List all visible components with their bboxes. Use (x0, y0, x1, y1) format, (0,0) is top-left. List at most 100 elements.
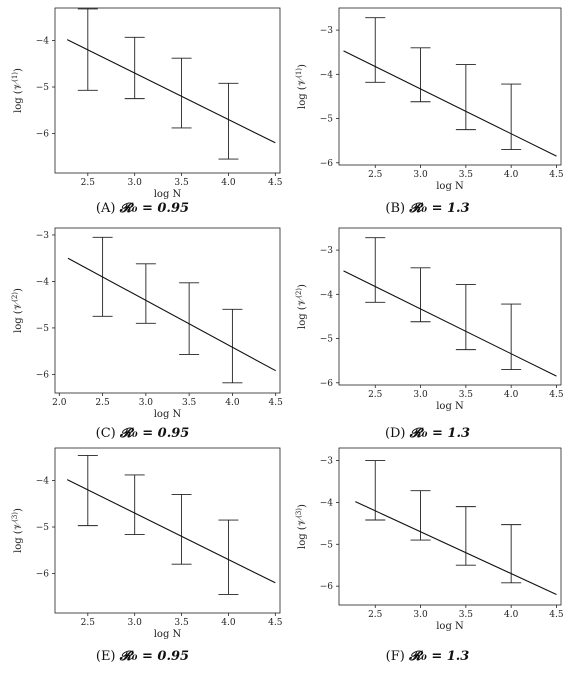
y-tick-label: −6 (320, 582, 334, 592)
fit-line (355, 501, 557, 596)
caption-equation: 𝓡₀ = 0.95 (119, 201, 190, 216)
caption-f: (F) 𝓡₀ = 1.3 (285, 649, 570, 664)
y-tick-label: −5 (320, 540, 334, 550)
x-tick-label: 2.5 (368, 610, 383, 620)
y-tick-label: −6 (36, 569, 50, 579)
chart-panel-a: 2.5 3.0 3.5 4.0 4.5 −4 −5 −6 log N log (𝒱(1)) (11, 7, 283, 200)
x-tick-label: 3.0 (139, 398, 154, 408)
x-tick-label: 4.0 (504, 390, 519, 400)
plot-frame (338, 447, 562, 606)
fit-line (66, 479, 276, 584)
caption-equation: 𝓡₀ = 0.95 (119, 649, 190, 664)
y-axis-label: log (𝒱(3)) (295, 504, 308, 549)
y-tick-label: −4 (36, 277, 50, 287)
error-bar (218, 519, 239, 595)
caption-label: (F) (385, 649, 405, 664)
error-bar (410, 267, 431, 323)
y-tick-label: −6 (36, 129, 50, 139)
x-tick-label: 4.5 (268, 618, 283, 628)
y-tick-label: −6 (320, 379, 334, 389)
chart-panel-d: 2.5 3.0 3.5 4.0 4.5 −3 −4 −5 −6 log N log (𝒱(2)) (295, 227, 564, 412)
y-axis-label: log (𝒱(1)) (295, 64, 308, 109)
error-bar (410, 490, 431, 541)
x-tick-label: 3.5 (182, 398, 197, 408)
x-tick-label: 3.5 (459, 610, 474, 620)
error-bar (365, 17, 386, 83)
plot-frame (338, 227, 562, 386)
caption-d: (D) 𝓡₀ = 1.3 (285, 426, 570, 441)
x-tick-label: 4.5 (549, 610, 564, 620)
caption-equation: 𝓡₀ = 1.3 (409, 426, 471, 441)
y-tick-label: −4 (36, 477, 50, 487)
x-axis-label: log N (154, 629, 182, 640)
x-tick-label: 4.0 (221, 618, 236, 628)
caption-equation: 𝓡₀ = 1.3 (409, 201, 470, 216)
error-bar (135, 263, 156, 324)
error-bar (171, 494, 192, 565)
y-axis-label: log (𝒱(2)) (11, 288, 24, 333)
chart-panel-e: 2.5 3.0 3.5 4.0 4.5 −4 −5 −6 log N log (𝒱(3)) (11, 447, 283, 640)
x-tick-label: 2.5 (81, 618, 96, 628)
y-tick-label: −4 (320, 498, 334, 508)
x-tick-label: 4.5 (268, 178, 283, 188)
x-tick-label: 2.5 (95, 398, 110, 408)
error-bar (410, 47, 431, 103)
error-bar (124, 36, 145, 100)
y-tick-label: −6 (36, 370, 50, 380)
x-tick-label: 2.5 (368, 390, 383, 400)
y-tick-label: −3 (320, 457, 334, 467)
error-bar (365, 237, 386, 303)
x-tick-label: 4.5 (549, 390, 564, 400)
y-tick-label: −4 (320, 70, 334, 80)
x-axis-label: log N (154, 409, 182, 420)
x-tick-label: 3.0 (413, 390, 428, 400)
fit-line (343, 270, 557, 377)
x-tick-label: 3.5 (459, 390, 474, 400)
x-tick-label: 3.0 (128, 178, 143, 188)
caption-label: (E) (95, 649, 116, 664)
plot-frame (54, 447, 281, 614)
caption-a: (A) 𝓡₀ = 0.95 (0, 201, 285, 216)
y-tick-label: −5 (320, 115, 334, 125)
x-tick-label: 3.0 (128, 618, 143, 628)
plot-frame (54, 227, 281, 394)
x-tick-label: 3.0 (413, 170, 428, 180)
caption-e: (E) 𝓡₀ = 0.95 (0, 649, 285, 664)
y-tick-label: −3 (36, 231, 50, 241)
chart-panel-c: 2.0 2.5 3.0 3.5 4.0 4.5 −3 −4 −5 −6 log N log (𝒱(2)… (11, 227, 284, 420)
fit-line (66, 39, 276, 144)
x-tick-label: 2.0 (52, 398, 67, 408)
error-bar (179, 282, 200, 355)
error-bar (455, 284, 476, 351)
y-axis-label: log (𝒱(3)) (11, 508, 24, 553)
error-bar (501, 83, 522, 150)
caption-label: (B) (385, 201, 406, 216)
x-tick-label: 2.5 (81, 178, 96, 188)
y-tick-label: −5 (320, 335, 334, 345)
y-axis-label: log (𝒱(1)) (11, 68, 24, 113)
y-tick-label: −4 (36, 37, 50, 47)
caption-equation: 𝓡₀ = 0.95 (119, 426, 190, 441)
error-bar (171, 57, 192, 129)
caption-equation: 𝓡₀ = 1.3 (408, 649, 470, 664)
x-axis-label: log N (436, 401, 464, 412)
x-tick-label: 3.0 (413, 610, 428, 620)
x-tick-label: 2.5 (368, 170, 383, 180)
caption-label: (A) (95, 201, 116, 216)
x-tick-label: 4.0 (504, 170, 519, 180)
x-tick-label: 4.0 (221, 178, 236, 188)
x-axis-label: log N (436, 181, 464, 192)
y-tick-label: −5 (36, 324, 50, 334)
x-tick-label: 4.5 (549, 170, 564, 180)
fit-line (67, 257, 276, 372)
chart-panel-f: 2.5 3.0 3.5 4.0 4.5 −3 −4 −5 −6 log N log (𝒱(3)) (295, 447, 564, 632)
x-tick-label: 4.5 (269, 398, 284, 408)
caption-label: (D) (384, 426, 406, 441)
y-axis-label: log (𝒱(2)) (295, 284, 308, 329)
y-tick-label: −4 (320, 290, 334, 300)
x-tick-label: 4.0 (225, 398, 240, 408)
error-bar (77, 454, 98, 527)
y-tick-label: −5 (36, 523, 50, 533)
error-bar (218, 82, 239, 160)
fit-line (343, 50, 557, 157)
